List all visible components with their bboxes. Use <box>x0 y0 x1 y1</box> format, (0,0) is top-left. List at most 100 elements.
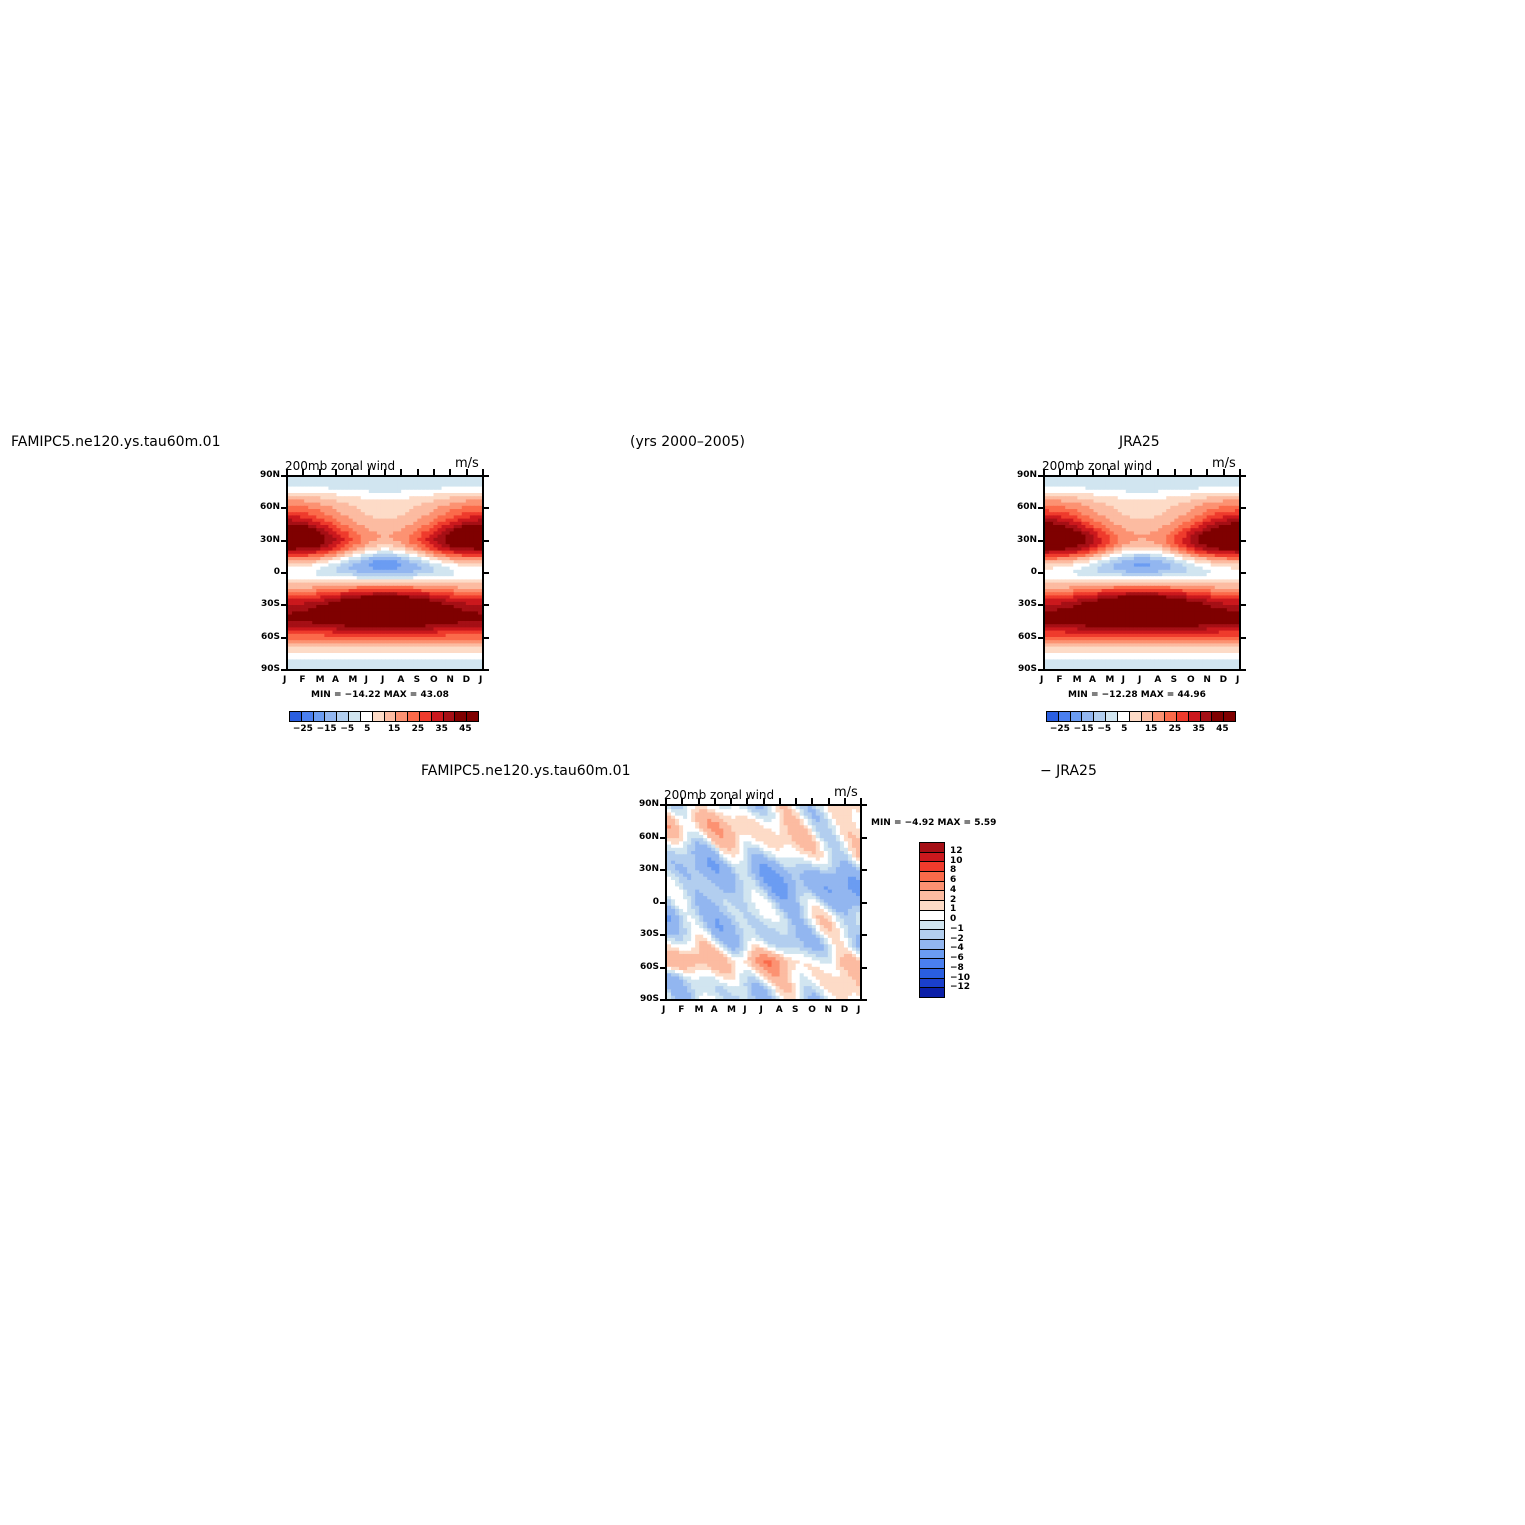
field-cell <box>1158 576 1163 580</box>
field-cell <box>364 480 370 484</box>
field-cell <box>437 480 443 484</box>
field-cell <box>1077 541 1082 545</box>
field-cell <box>288 515 293 520</box>
field-cell <box>449 557 455 561</box>
field-cell <box>1101 509 1107 513</box>
field-cell <box>1230 560 1236 564</box>
field-cell <box>1162 595 1167 600</box>
field-cell <box>425 483 431 488</box>
field-cell <box>348 477 354 481</box>
field-cell <box>421 483 427 488</box>
field-cell <box>372 601 378 606</box>
field-cell <box>1109 518 1115 523</box>
field-cell <box>1218 537 1224 542</box>
field-cell <box>1101 483 1107 488</box>
field-cell <box>413 557 418 561</box>
field-cell <box>445 499 451 504</box>
field-cell <box>1097 569 1103 574</box>
field-cell <box>397 659 402 664</box>
field-cell <box>1206 477 1212 481</box>
field-cell <box>1186 531 1192 536</box>
field-cell <box>1234 608 1239 612</box>
field-cell <box>356 531 362 536</box>
field-cell <box>1158 544 1163 548</box>
field-cell <box>465 617 471 622</box>
field-cell <box>1198 569 1204 574</box>
field-cell <box>1081 605 1087 609</box>
field-cell <box>425 528 431 532</box>
field-cell <box>380 502 386 507</box>
field-cell <box>316 515 321 520</box>
field-cell <box>312 553 317 558</box>
field-cell <box>1113 589 1119 593</box>
field-cell <box>344 518 350 523</box>
field-cell <box>360 640 366 644</box>
field-cell <box>1073 569 1078 574</box>
field-cell <box>352 608 358 612</box>
field-cell <box>376 589 382 593</box>
field-cell <box>1117 477 1123 481</box>
field-cell <box>421 598 427 603</box>
field-cell <box>1105 483 1111 488</box>
field-cell <box>473 560 479 564</box>
field-cell <box>1137 611 1143 616</box>
field-cell <box>1049 531 1054 536</box>
field-cell <box>1129 489 1135 494</box>
field-cell <box>1137 608 1143 612</box>
field-cell <box>312 528 317 532</box>
field-cell <box>1146 512 1151 516</box>
field-cell <box>1069 614 1074 619</box>
field-cell <box>1210 496 1216 500</box>
field-cell <box>1049 505 1054 510</box>
field-cell <box>429 637 435 641</box>
field-cell <box>1186 512 1192 516</box>
field-cell <box>304 633 309 638</box>
field-cell <box>368 608 374 612</box>
field-cell <box>356 477 362 481</box>
field-cell <box>356 662 362 667</box>
field-cell <box>336 541 342 545</box>
field-cell <box>1158 509 1163 513</box>
field-cell <box>1069 515 1074 520</box>
field-cell <box>340 659 346 664</box>
field-cell <box>336 656 342 660</box>
field-cell <box>1146 563 1151 568</box>
field-cell <box>348 649 354 654</box>
field-cell <box>1214 605 1220 609</box>
field-cell <box>1125 547 1131 552</box>
field-cell <box>1182 566 1188 571</box>
field-cell <box>401 585 406 590</box>
field-cell <box>312 480 317 484</box>
field-cell <box>461 627 467 632</box>
field-cell <box>1085 560 1091 564</box>
field-cell <box>1045 509 1050 513</box>
field-cell <box>401 509 406 513</box>
field-cell <box>389 582 394 587</box>
field-cell <box>360 480 366 484</box>
field-cell <box>1125 605 1131 609</box>
field-cell <box>1182 611 1188 616</box>
field-cell <box>413 569 418 574</box>
field-cell <box>1065 525 1070 529</box>
field-cell <box>380 518 386 523</box>
field-cell <box>1198 477 1204 481</box>
field-cell <box>477 569 482 574</box>
field-cell <box>1133 525 1139 529</box>
field-cell <box>1097 493 1103 497</box>
field-cell <box>1077 550 1082 555</box>
field-cell <box>401 525 406 529</box>
field-cell <box>380 656 386 660</box>
field-cell <box>1137 601 1143 606</box>
field-cell <box>360 589 366 593</box>
field-cell <box>1053 605 1058 609</box>
field-cell <box>336 630 342 635</box>
field-cell <box>473 656 479 660</box>
field-cell <box>425 592 431 596</box>
field-cell <box>385 617 390 622</box>
field-cell <box>336 477 342 481</box>
field-cell <box>445 534 451 539</box>
field-cell <box>405 537 410 542</box>
field-cell <box>312 483 317 488</box>
field-cell <box>1206 557 1212 561</box>
field-cell <box>304 499 309 504</box>
